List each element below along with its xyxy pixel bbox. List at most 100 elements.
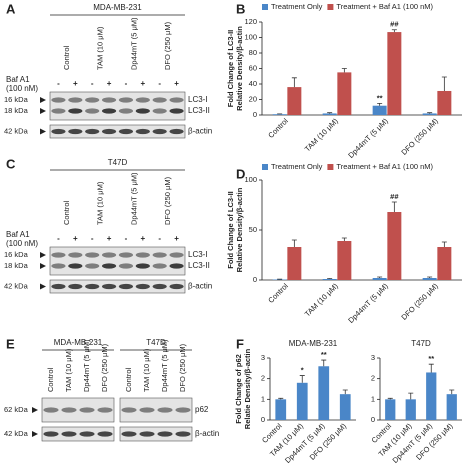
blot-band (121, 431, 137, 437)
bar (287, 87, 302, 115)
blot-band (85, 108, 100, 114)
blot-band (121, 407, 137, 413)
blot-band (157, 431, 173, 437)
error-bar (341, 68, 347, 73)
blot-band (152, 97, 167, 103)
baf-sign: - (91, 234, 94, 243)
blot-band (169, 263, 184, 269)
bar (437, 247, 452, 280)
significance-label: ## (390, 192, 399, 201)
kda-marker: 42 kDa (4, 126, 29, 135)
blot-band (51, 283, 66, 290)
blot-band (43, 407, 59, 413)
lane-label: Control (62, 45, 71, 70)
lane-label: DFO (250 μM) (163, 176, 172, 225)
lane-label: DFO (250 μM) (163, 21, 172, 70)
bar (422, 278, 437, 280)
blot-band (101, 108, 117, 114)
y-axis-label: Fold Change of LC3-II (226, 30, 235, 108)
baf-sign: + (107, 79, 112, 88)
blot-band (139, 407, 155, 413)
x-tick-label: DFO (250 μM) (399, 281, 440, 322)
marker-arrow (40, 97, 46, 103)
x-tick-label: Control (266, 281, 290, 305)
blot-band (169, 252, 184, 258)
lane-label: TAM (10 μM) (96, 181, 105, 225)
blot-band (101, 252, 117, 258)
blot-band (79, 431, 95, 437)
bar (287, 247, 302, 280)
error-bar (449, 389, 455, 395)
baf-sign: + (174, 234, 179, 243)
lane-label: DFO (250 μM) (178, 343, 187, 392)
lane-label: Dp44mT (5 μM) (160, 339, 169, 392)
baf-sign: + (174, 79, 179, 88)
baf-sign: - (158, 234, 161, 243)
blot-band (152, 263, 167, 269)
error-bar (391, 29, 397, 33)
marker-arrow (40, 263, 46, 269)
blot-band (169, 128, 184, 135)
kda-marker: 18 kDa (4, 106, 29, 115)
marker-arrow (40, 252, 46, 258)
legend-label: Treatment Only (271, 2, 323, 11)
blot-band (85, 252, 100, 258)
y-tick-label: 0 (253, 275, 257, 284)
blot-band (68, 263, 83, 269)
baf-label: Baf A1 (6, 75, 30, 84)
kda-marker: 16 kDa (4, 250, 29, 259)
blot-band (118, 252, 134, 258)
error-bar (377, 102, 383, 106)
bar (322, 113, 337, 115)
blot-band (118, 128, 134, 135)
band-label: β-actin (188, 282, 212, 291)
panel-letter: A (6, 1, 16, 16)
y-tick-label: 50 (249, 225, 257, 234)
cell-line-label: MDA-MB-231 (54, 338, 103, 347)
blot-band (85, 97, 100, 103)
error-bar (278, 397, 284, 400)
blot-band (101, 283, 117, 290)
panel-letter: C (6, 156, 16, 171)
bar (426, 372, 437, 420)
blot-band (169, 108, 184, 114)
y-tick-label: 3 (371, 353, 375, 362)
blot-band (118, 97, 134, 103)
bar (272, 279, 287, 280)
blot-band (51, 97, 66, 103)
error-bar (327, 112, 333, 114)
x-tick-label: Dp44mT (5 μM) (346, 281, 390, 325)
blot-band (85, 128, 100, 135)
band-label: LC3-II (188, 261, 210, 270)
blot-band (51, 108, 66, 114)
panel-letter: B (236, 1, 245, 16)
blot-band (169, 283, 184, 290)
blot-membrane (49, 246, 186, 276)
baf-sign: - (91, 79, 94, 88)
bar (387, 32, 402, 116)
lane-label: Dp44mT (5 μM) (129, 17, 138, 70)
blot-band (97, 431, 113, 437)
blot-band (157, 407, 173, 413)
error-bar (391, 201, 397, 212)
error-bar (291, 239, 297, 247)
blot-band (101, 263, 117, 269)
cell-line-label: MDA-MB-231 (93, 3, 142, 12)
baf-sign: + (107, 234, 112, 243)
y-tick-label: 2 (371, 374, 375, 383)
y-tick-label: 0 (261, 415, 265, 424)
blot-band (51, 263, 66, 269)
bar (272, 114, 287, 115)
lane-label: DFO (250 μM) (100, 343, 109, 392)
bar (437, 90, 452, 115)
panel-letter: D (236, 166, 245, 181)
baf-label: (100 nM) (6, 239, 38, 248)
blot-band (68, 108, 83, 114)
blot-band (169, 97, 184, 103)
lane-label: Dp44mT (5 μM) (82, 339, 91, 392)
blot-band (152, 283, 167, 290)
error-bar (441, 241, 447, 247)
legend-swatch (262, 4, 268, 10)
kda-marker: 62 kDa (4, 405, 29, 414)
blot-band (68, 128, 83, 135)
